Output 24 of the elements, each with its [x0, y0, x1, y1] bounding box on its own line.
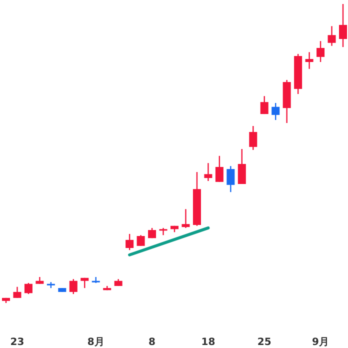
candlestick: [126, 233, 134, 251]
candlestick: [215, 155, 224, 183]
candlestick: [24, 282, 32, 295]
x-tick-label: 25: [257, 337, 272, 348]
candlestick: [305, 52, 314, 70]
x-tick-label: 23: [10, 337, 24, 348]
candlestick: [13, 286, 22, 299]
candlestick: [316, 40, 325, 63]
candlestick: [69, 278, 78, 295]
candlestick: [182, 208, 190, 229]
candlestick: [238, 148, 246, 185]
x-tick-label: 8: [148, 337, 156, 348]
candlestick: [339, 3, 347, 48]
x-tick-label: 8月: [87, 337, 104, 348]
candlestick: [272, 102, 280, 121]
x-tick-label: 9月: [312, 337, 330, 348]
candlestick: [136, 234, 145, 246]
candlestick: [226, 165, 235, 193]
candlestick: [249, 125, 258, 151]
candlestick: [328, 26, 336, 46]
x-tick-label: 18: [201, 337, 216, 348]
candlestick: [260, 95, 268, 115]
candlestick: [159, 227, 168, 236]
candlestick: [204, 162, 212, 182]
